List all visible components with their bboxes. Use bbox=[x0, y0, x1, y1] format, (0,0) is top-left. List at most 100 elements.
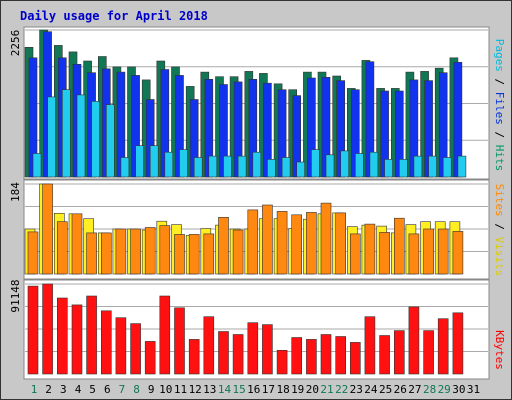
bar-pages-day-2 bbox=[47, 96, 56, 178]
bar-pages-day-15 bbox=[237, 155, 247, 178]
bar-pages-day-17 bbox=[267, 159, 276, 178]
bar-kbytes-day-12 bbox=[188, 339, 200, 375]
y-max-label-kbytes: 91148 bbox=[9, 279, 22, 312]
x-tick-label-day-24: 24 bbox=[364, 383, 378, 396]
bar-kbytes-day-19 bbox=[291, 337, 303, 375]
x-tick-label-day-14: 14 bbox=[218, 383, 232, 396]
x-tick-label-day-18: 18 bbox=[276, 383, 289, 396]
legend-sep-2: / bbox=[493, 125, 506, 145]
bar-pages-day-27 bbox=[413, 155, 423, 178]
bar-kbytes-day-3 bbox=[56, 297, 68, 375]
bar-pages-day-6 bbox=[106, 104, 115, 178]
bar-sites-day-29 bbox=[437, 228, 449, 275]
bar-sites-day-18 bbox=[276, 211, 288, 275]
bar-kbytes-day-21 bbox=[320, 334, 332, 375]
legend-visits-panel: Sites / Visits bbox=[493, 184, 506, 277]
bar-kbytes-day-29 bbox=[437, 318, 449, 375]
x-tick-label-day-5: 5 bbox=[89, 383, 96, 396]
x-tick-label-day-15: 15 bbox=[232, 383, 245, 396]
bar-kbytes-day-26 bbox=[393, 330, 405, 375]
bar-sites-day-5 bbox=[86, 232, 97, 275]
bar-pages-day-1 bbox=[32, 153, 42, 178]
bar-sites-day-12 bbox=[188, 234, 200, 275]
bar-sites-day-19 bbox=[291, 214, 303, 275]
x-tick-label-day-20: 20 bbox=[306, 383, 319, 396]
x-tick-label-day-29: 29 bbox=[438, 383, 451, 396]
x-tick-label-day-28: 28 bbox=[423, 383, 436, 396]
bar-sites-day-8 bbox=[130, 228, 141, 275]
bar-sites-day-24 bbox=[364, 223, 376, 275]
x-tick-label-day-26: 26 bbox=[394, 383, 407, 396]
x-tick-label-day-12: 12 bbox=[189, 383, 202, 396]
bar-sites-day-16 bbox=[247, 209, 259, 275]
legend-hits: Hits bbox=[493, 145, 506, 172]
x-tick-label-day-2: 2 bbox=[45, 383, 52, 396]
x-tick-label-day-27: 27 bbox=[408, 383, 421, 396]
y-max-label-hits: 2256 bbox=[9, 30, 22, 57]
bar-kbytes-day-6 bbox=[101, 310, 112, 375]
y-max-label-visits: 184 bbox=[9, 182, 22, 202]
bar-pages-day-18 bbox=[281, 157, 291, 178]
bar-kbytes-day-4 bbox=[71, 304, 83, 375]
legend-sep-3: / bbox=[493, 217, 506, 237]
bar-sites-day-9 bbox=[144, 227, 156, 275]
bar-sites-day-10 bbox=[159, 225, 171, 275]
bar-sites-day-23 bbox=[349, 233, 361, 275]
x-tick-label-day-7: 7 bbox=[119, 383, 126, 396]
bar-kbytes-day-20 bbox=[306, 339, 317, 375]
x-tick-label-day-21: 21 bbox=[320, 383, 333, 396]
bar-sites-day-14 bbox=[218, 217, 229, 275]
bar-sites-day-7 bbox=[115, 228, 127, 275]
x-tick-label-day-31: 31 bbox=[467, 383, 480, 396]
bar-kbytes-day-8 bbox=[130, 323, 141, 375]
chart-bars bbox=[24, 29, 467, 375]
bar-kbytes-day-30 bbox=[452, 312, 464, 375]
bar-kbytes-day-16 bbox=[247, 322, 259, 375]
bar-pages-day-8 bbox=[135, 145, 144, 178]
legend-sites: Sites bbox=[493, 184, 506, 217]
bar-pages-day-25 bbox=[384, 159, 393, 178]
bar-kbytes-day-18 bbox=[276, 349, 288, 375]
bar-kbytes-day-14 bbox=[218, 331, 229, 375]
bar-pages-day-28 bbox=[428, 155, 437, 178]
bar-sites-day-15 bbox=[232, 229, 244, 275]
bar-kbytes-day-23 bbox=[349, 342, 361, 375]
bar-pages-day-12 bbox=[193, 157, 203, 178]
bar-sites-day-11 bbox=[174, 234, 185, 275]
x-tick-label-day-11: 11 bbox=[174, 383, 187, 396]
bar-kbytes-day-11 bbox=[174, 307, 185, 375]
bar-sites-day-17 bbox=[262, 204, 273, 275]
legend-hits-panel: Pages / Files / Hits bbox=[493, 39, 506, 172]
bar-pages-day-16 bbox=[252, 151, 262, 178]
bar-sites-day-6 bbox=[101, 232, 112, 275]
bar-kbytes-day-22 bbox=[335, 336, 347, 375]
bar-kbytes-day-27 bbox=[408, 306, 420, 375]
bar-sites-day-2 bbox=[42, 183, 53, 275]
legend-visits: Visits bbox=[493, 237, 506, 277]
bar-sites-day-20 bbox=[306, 212, 317, 275]
bar-sites-day-21 bbox=[320, 202, 332, 275]
chart-title: Daily usage for April 2018 bbox=[20, 9, 208, 23]
legend-kbytes-panel: KBytes bbox=[493, 330, 506, 370]
bar-pages-day-4 bbox=[76, 94, 86, 178]
x-tick-label-day-30: 30 bbox=[452, 383, 465, 396]
bar-sites-day-25 bbox=[379, 232, 390, 275]
bar-pages-day-13 bbox=[208, 155, 218, 178]
bar-sites-day-1 bbox=[27, 231, 39, 275]
bar-pages-day-26 bbox=[398, 159, 408, 178]
bar-sites-day-3 bbox=[56, 221, 68, 275]
legend-pages: Pages bbox=[493, 39, 506, 72]
bar-sites-day-22 bbox=[335, 212, 347, 275]
x-tick-label-day-10: 10 bbox=[159, 383, 172, 396]
bar-kbytes-day-28 bbox=[423, 330, 434, 375]
bar-pages-day-11 bbox=[179, 149, 188, 178]
x-tick-label-day-4: 4 bbox=[75, 383, 82, 396]
bar-kbytes-day-7 bbox=[115, 317, 127, 375]
bar-kbytes-day-15 bbox=[232, 334, 244, 375]
x-tick-label-day-16: 16 bbox=[247, 383, 260, 396]
bar-pages-day-20 bbox=[311, 149, 320, 178]
bar-kbytes-day-9 bbox=[144, 341, 156, 375]
bar-pages-day-5 bbox=[91, 101, 100, 178]
bar-kbytes-day-25 bbox=[379, 335, 390, 375]
